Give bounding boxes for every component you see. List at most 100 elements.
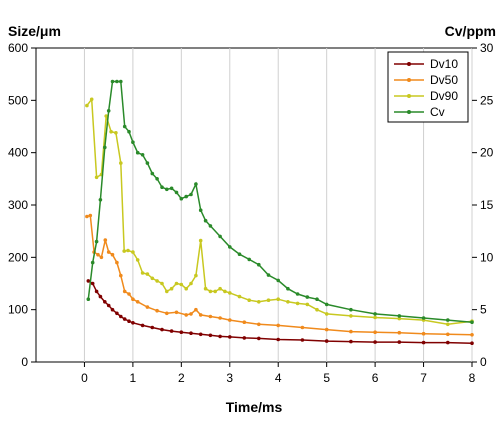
data-point	[160, 281, 164, 286]
data-point	[122, 124, 127, 129]
data-point	[218, 316, 222, 320]
data-point	[257, 322, 261, 327]
legend-label: Cv	[430, 105, 445, 119]
data-point	[174, 310, 179, 315]
data-point	[110, 79, 115, 84]
legend-item-dv90: Dv90	[394, 89, 458, 103]
data-point	[140, 153, 145, 157]
data-point	[228, 335, 232, 339]
data-point	[119, 161, 123, 165]
data-point	[218, 286, 222, 291]
data-point	[174, 190, 179, 195]
data-point	[373, 330, 377, 335]
data-point	[174, 281, 179, 286]
data-point	[208, 314, 213, 319]
x-tick-label: 4	[275, 371, 282, 385]
data-point	[446, 318, 450, 322]
y-left-tick-label: 100	[8, 303, 28, 317]
data-point	[89, 97, 94, 102]
data-point	[155, 308, 159, 313]
data-point	[257, 336, 261, 341]
data-point	[421, 331, 426, 336]
data-point	[189, 281, 193, 286]
data-point	[110, 252, 115, 257]
data-point	[86, 279, 91, 283]
data-point	[315, 307, 319, 312]
data-point	[106, 303, 111, 308]
data-point	[228, 245, 232, 249]
data-point	[96, 252, 100, 257]
data-point	[94, 175, 99, 180]
data-point	[421, 340, 426, 345]
legend-swatch-marker	[407, 78, 411, 82]
data-point	[150, 325, 155, 330]
y-right-tick-label: 5	[480, 303, 487, 317]
series-layer	[85, 79, 474, 346]
data-point	[179, 282, 184, 287]
data-point	[276, 323, 281, 328]
data-point	[131, 250, 135, 254]
data-point	[127, 292, 131, 296]
data-point	[184, 313, 188, 317]
data-point	[397, 316, 402, 321]
data-point	[305, 302, 310, 307]
data-point	[349, 307, 353, 312]
data-point	[85, 103, 89, 108]
x-tick-label: 6	[372, 371, 379, 385]
legend-swatch-marker	[407, 110, 411, 114]
data-point	[203, 286, 208, 291]
data-point	[198, 332, 203, 337]
data-point	[119, 273, 123, 278]
legend-swatch-marker	[407, 62, 411, 66]
series-line-dv50	[86, 214, 473, 336]
data-point	[228, 318, 232, 322]
data-point	[98, 294, 103, 299]
data-point	[198, 313, 203, 317]
y-left-tick-label: 500	[8, 93, 28, 107]
data-point	[295, 292, 300, 296]
data-point	[242, 320, 247, 325]
data-point	[90, 281, 95, 286]
data-point	[324, 327, 329, 332]
data-point	[94, 289, 99, 294]
data-point	[228, 291, 232, 295]
data-point	[119, 314, 123, 319]
data-point	[446, 340, 450, 345]
data-point	[446, 332, 450, 337]
data-point	[135, 258, 140, 262]
data-point	[94, 239, 99, 244]
data-point	[140, 323, 145, 328]
data-point	[114, 131, 118, 135]
data-point	[189, 331, 193, 336]
data-point	[150, 171, 155, 176]
data-point	[373, 315, 377, 320]
x-tick-label: 5	[323, 371, 330, 385]
y-right-tick-label: 15	[480, 198, 494, 212]
data-point	[349, 314, 353, 318]
data-point	[119, 79, 123, 84]
legend-item-dv10: Dv10	[394, 57, 458, 71]
data-point	[145, 161, 150, 165]
data-point	[218, 234, 222, 239]
y-right-tick-label: 20	[480, 146, 494, 160]
data-point	[88, 213, 93, 218]
series-cv	[86, 79, 474, 325]
data-point	[198, 238, 203, 243]
data-point	[135, 150, 140, 155]
data-point	[470, 341, 474, 346]
data-point	[127, 319, 131, 324]
legend-label: Dv50	[430, 73, 458, 87]
data-point	[165, 311, 169, 316]
data-point	[184, 194, 188, 199]
x-tick-label: 1	[130, 371, 137, 385]
data-point	[140, 271, 145, 275]
data-point	[99, 255, 104, 260]
data-point	[85, 214, 89, 219]
data-point	[213, 289, 217, 294]
data-point	[131, 321, 135, 325]
data-point	[223, 289, 227, 294]
data-point	[349, 339, 353, 344]
data-point	[237, 294, 242, 299]
x-tick-label: 2	[178, 371, 185, 385]
